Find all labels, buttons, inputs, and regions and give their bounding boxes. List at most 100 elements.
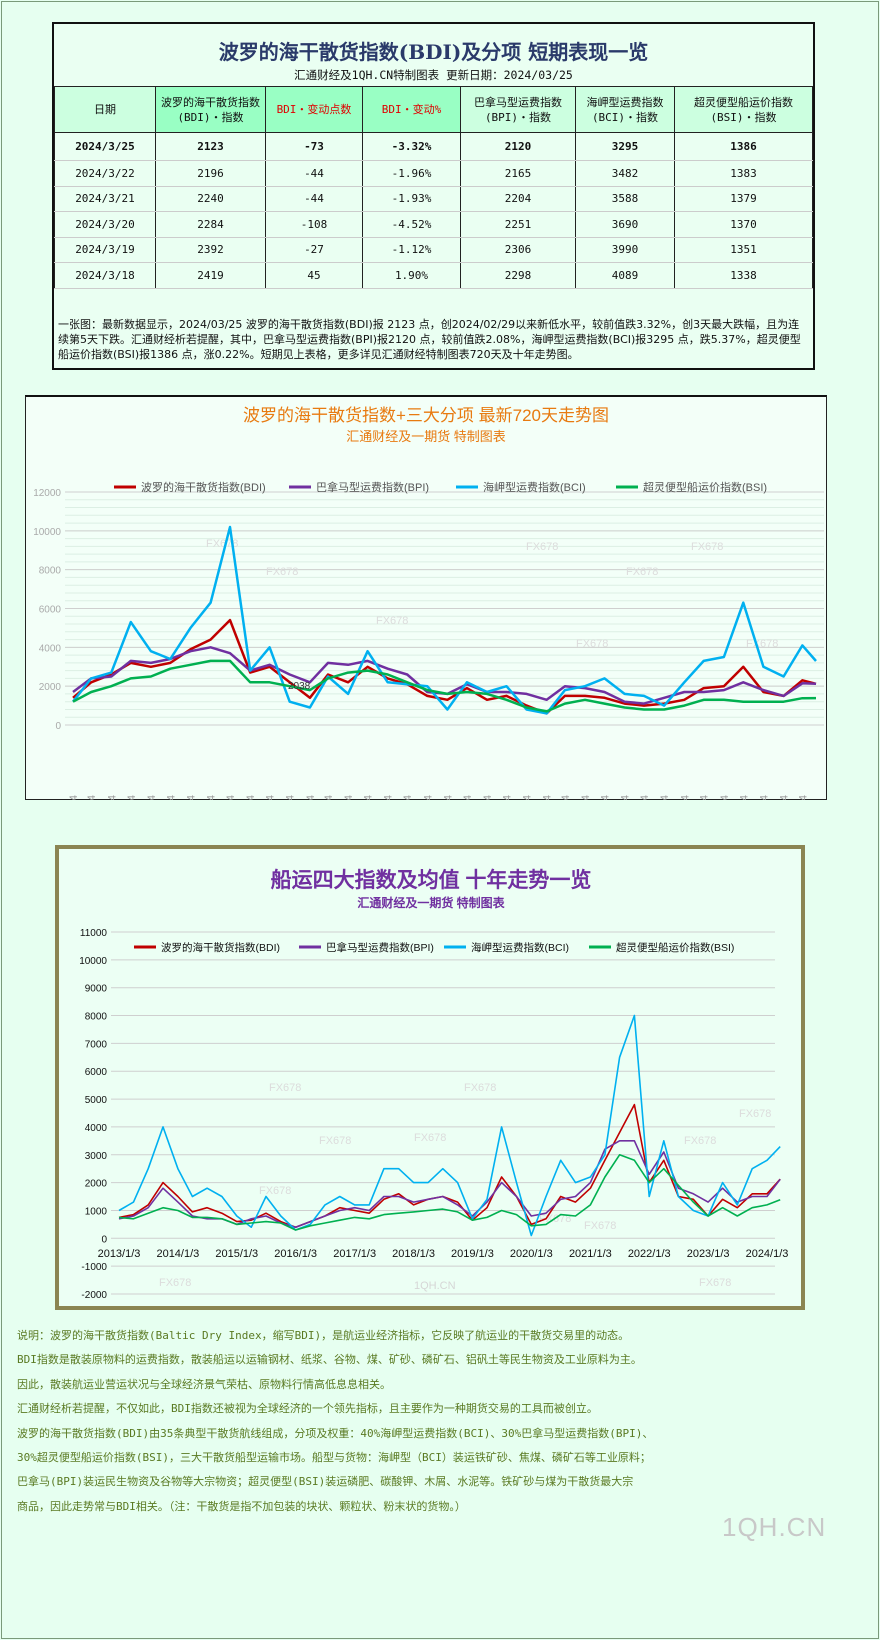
y-tick-label: 10000 [33, 527, 61, 538]
watermark: FX678 [739, 1108, 771, 1120]
table-cell: 1338 [674, 262, 813, 289]
summary-text: 一张图：最新数据显示，2024/03/25 波罗的海干散货指数(BDI)报 21… [58, 318, 801, 361]
watermark: FX678 [526, 541, 558, 553]
y-tick-label: 0 [101, 1234, 107, 1245]
x-tick-label: 2024/2/4 [779, 795, 791, 800]
x-tick-label: 2023/12/4 [738, 795, 750, 800]
y-tick-label: 1000 [85, 1206, 108, 1217]
column-header: 海岬型运费指数 (BCI)・指数 [575, 86, 675, 133]
watermark: FX678 [159, 1277, 191, 1289]
table-cell: 45 [265, 262, 363, 289]
watermark: FX678 [576, 638, 608, 650]
table-cell: 2251 [460, 211, 576, 238]
x-tick-label: 2021/9/4 [206, 795, 218, 800]
y-tick-label: 4000 [85, 1123, 108, 1134]
table-cell: 1370 [674, 211, 813, 238]
watermark: FX678 [266, 566, 298, 578]
table-cell: 2196 [155, 160, 266, 187]
x-tick-label: 2021/3/4 [86, 795, 98, 800]
watermark: FX678 [584, 1220, 616, 1232]
summary-table-panel: 波罗的海干散货指数(BDI)及分项 短期表现一览 汇通财经及1QH.CN特制图表… [52, 22, 815, 370]
watermark: FX678 [206, 538, 238, 550]
note-line: 商品，因此走势常与BDI相关。（注：干散货是指不加包装的块状、颗粒状、粉末状的货… [17, 1499, 466, 1513]
x-tick-label: 2023/5/4 [599, 795, 611, 800]
y-tick-label: 7000 [85, 1039, 108, 1050]
x-tick-label: 2022/11/4 [482, 795, 494, 800]
table-cell: 2204 [460, 186, 576, 212]
note-line: 巴拿马(BPI)装运民生物资及谷物等大宗物资；超灵便型(BSI)装运磷肥、碳酸钾… [17, 1475, 634, 1489]
table-cell: 2024/3/21 [54, 186, 156, 212]
x-tick-label: 2022/5/4 [363, 795, 375, 800]
x-tick-label: 2022/1/3 [628, 1248, 671, 1260]
x-tick-label: 2024/1/4 [758, 795, 770, 800]
table-cell: 2024/3/19 [54, 237, 156, 263]
series-line-bpi [118, 1139, 781, 1229]
y-tick-label: 10000 [79, 956, 107, 967]
x-tick-label: 2023/1/3 [687, 1248, 730, 1260]
x-tick-label: 2022/7/4 [402, 795, 414, 800]
y-tick-label: 8000 [39, 566, 62, 577]
y-tick-label: 11000 [80, 928, 108, 939]
bdi-table: 日期 波罗的海干散货指数 (BDI)・指数 BDI・变动点数 BDI・变动% 巴拿马型运费… [54, 86, 813, 289]
column-header: 波罗的海干散货指数 (BDI)・指数 [155, 86, 266, 133]
table-cell: 2306 [460, 237, 576, 263]
chart-title: 船运四大指数及均值 十年走势一览 [271, 868, 592, 892]
chart-subtitle: 汇通财经及一期货 特制图表 [357, 895, 505, 910]
legend-label: 超灵便型船运价指数(BSI) [643, 480, 767, 494]
x-tick-label: 2019/1/3 [451, 1248, 494, 1260]
x-tick-label: 2021/4/4 [106, 795, 118, 800]
table-cell: -1.96% [362, 160, 461, 187]
column-header: 日期 [54, 86, 156, 133]
column-header: 超灵便型船运价指数 (BSI)・指数 [674, 86, 813, 133]
table-row: 2024/3/22 2196 -44 -1.96% 2165 3482 1383 [54, 160, 813, 187]
table-cell: -1.93% [362, 186, 461, 212]
note-line: BDI指数是散装原物料的运费指数，散装船运以运输钢材、纸浆、谷物、煤、矿砂、磷矿… [17, 1353, 642, 1367]
table-cell: 3690 [575, 211, 675, 238]
chart-720-day: 波罗的海干散货指数+三大分项 最新720天走势图 汇通财经及一期货 特制图表 0 20… [25, 395, 827, 844]
x-tick-label: 2022/8/4 [422, 795, 434, 800]
table-cell: 2284 [155, 211, 266, 238]
x-tick-label: 2021/1/3 [569, 1248, 612, 1260]
x-tick-label: 2023/3/4 [560, 795, 572, 800]
x-tick-label: 2023/2/4 [542, 795, 554, 800]
table-cell: 2024/3/18 [54, 262, 156, 289]
table-cell: 4089 [575, 262, 675, 289]
note-line: 30%超灵便型船运价指数(BSI)，三大干散货船型运输市场。船型与货物：海岬型（… [17, 1451, 651, 1465]
watermark: FX678 [376, 615, 408, 627]
watermark: FX678 [259, 1185, 291, 1197]
table-cell: -27 [265, 237, 363, 263]
x-tick-label: 2015/1/3 [215, 1248, 258, 1260]
x-tick-label: 2021/8/4 [185, 795, 197, 800]
watermark: FX678 [319, 1135, 351, 1147]
watermark: FX678 [626, 566, 658, 578]
x-tick-label: 2022/4/4 [343, 795, 355, 800]
table-cell: -4.52% [362, 211, 461, 238]
table-cell: -108 [265, 211, 363, 238]
table-row: 2024/3/25 2123 -73 -3.32% 2120 3295 1386 [54, 132, 813, 161]
table-subtitle: 汇通财经及1QH.CN特制图表 更新日期：2024/03/25 [294, 68, 573, 82]
y-tick-label: 3000 [85, 1151, 108, 1162]
table-cell: 1386 [674, 132, 813, 161]
x-tick-label: 2023/7/4 [639, 795, 651, 800]
x-tick-label: 2021/10/4 [225, 795, 237, 800]
table-body: 2024/3/25 2123 -73 -3.32% 2120 3295 1386 2024/3… [54, 132, 813, 289]
table-cell: 2024/3/20 [54, 211, 156, 238]
x-tick-label: 2021/7/4 [165, 795, 177, 800]
table-cell: 2120 [460, 132, 576, 161]
y-tick-label: -2000 [81, 1290, 107, 1301]
legend-label: 巴拿马型运费指数(BPI) [326, 941, 434, 954]
y-tick-label: 5000 [85, 1095, 108, 1106]
x-tick-label: 2021/5/4 [126, 795, 138, 800]
watermark: FX678 [746, 638, 778, 650]
table-cell: 1.90% [362, 262, 461, 289]
legend-label: 超灵便型船运价指数(BSI) [616, 941, 734, 954]
table-cell: 2165 [460, 160, 576, 187]
y-tick-label: 9000 [85, 984, 108, 995]
x-tick-label: 2020/1/3 [510, 1248, 553, 1260]
x-tick-label: 2017/1/3 [333, 1248, 376, 1260]
table-cell: 2024/3/25 [54, 132, 156, 161]
y-tick-label: 0 [55, 721, 61, 732]
x-tick-label: 2018/1/3 [392, 1248, 435, 1260]
